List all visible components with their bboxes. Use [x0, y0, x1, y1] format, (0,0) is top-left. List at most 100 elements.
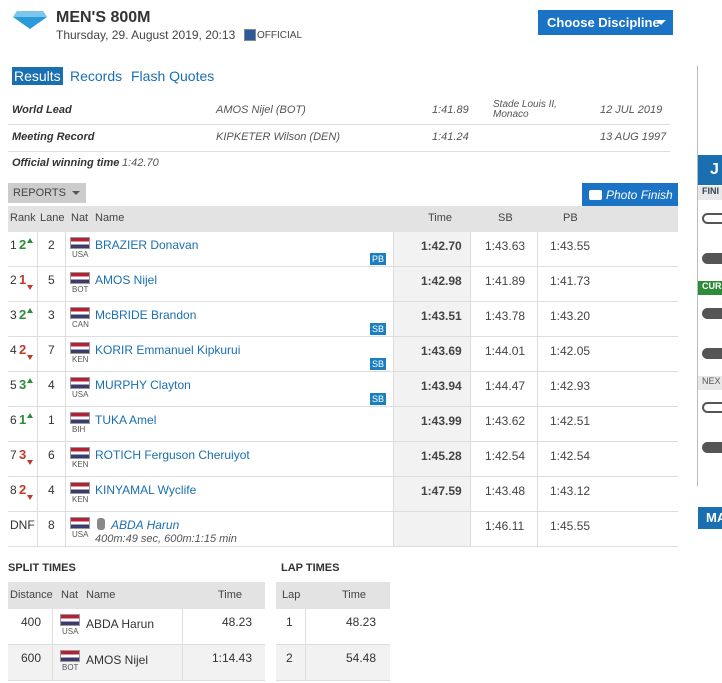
arrow-down [27, 460, 33, 468]
reports-button[interactable]: REPORTS [8, 183, 86, 203]
tab-active[interactable]: Results [12, 67, 63, 85]
dropdown-caret [656, 20, 666, 30]
toggle[interactable] [702, 348, 722, 359]
column-divider [393, 407, 394, 442]
column-header: Name [95, 212, 125, 224]
time: 1:43.51 [421, 309, 462, 323]
column-divider [37, 337, 38, 372]
rank: 5 [10, 378, 17, 392]
athlete-name[interactable]: BRAZIER Donavan [95, 238, 199, 252]
athlete-name[interactable]: ABDA Harun [111, 518, 180, 532]
sb: 1:42.54 [485, 449, 526, 463]
rank: 2 [10, 273, 17, 287]
reports-text: REPORTS [13, 187, 66, 199]
tab[interactable]: Flash Quotes [131, 68, 215, 84]
column-divider [537, 337, 538, 372]
record-athlete: KIPKETER Wilson (DEN) [216, 131, 340, 143]
flag [60, 614, 80, 626]
toggle[interactable] [702, 308, 722, 319]
record-badge: SB [370, 358, 387, 370]
pb: 1:43.20 [550, 309, 591, 323]
column-header: Nat [61, 589, 79, 601]
rank: 8 [10, 483, 17, 497]
split-header [8, 582, 265, 609]
lap-row-bg [276, 609, 390, 645]
flag [70, 447, 90, 459]
pb: 1:43.12 [550, 484, 591, 498]
rank-change: 3 [19, 377, 27, 392]
tab[interactable]: Records [70, 68, 123, 84]
toggle[interactable] [702, 442, 722, 453]
column-divider [65, 372, 66, 407]
column-divider [37, 232, 38, 267]
lap: 2 [286, 651, 293, 665]
nat: USA [72, 250, 89, 259]
athlete-name[interactable]: McBRIDE Brandon [95, 308, 197, 322]
sidebar-bottom-heading: MA [698, 507, 722, 529]
time: 1:42.70 [421, 239, 462, 253]
row-separator [276, 680, 390, 681]
sb: 1:43.78 [485, 309, 526, 323]
arrow-down [27, 495, 33, 503]
flag [70, 237, 90, 249]
athlete-name: AMOS Nijel [86, 653, 149, 667]
lap-row-bg [276, 645, 390, 681]
lane: 1 [48, 413, 55, 427]
column-divider [65, 337, 66, 372]
discipline-button[interactable]: Choose Discipline [538, 10, 673, 35]
column-divider [393, 232, 394, 267]
split-title: SPLIT TIMES [8, 562, 76, 574]
toggle[interactable] [702, 213, 722, 224]
column-header: Lane [40, 212, 65, 224]
lap: 1 [286, 615, 293, 629]
column-header: Distance [10, 589, 53, 601]
distance: 400 [21, 615, 42, 629]
pb: 1:42.51 [550, 414, 591, 428]
row-separator [8, 644, 265, 645]
row-separator [8, 441, 678, 442]
lap-time: 54.48 [345, 651, 376, 665]
sidebar-heading: J [698, 155, 722, 185]
flag [60, 650, 80, 662]
time-cell-bg [393, 372, 470, 407]
record-badge: PB [370, 253, 387, 265]
athlete-name[interactable]: KINYAMAL Wyclife [95, 483, 197, 497]
official-icon [244, 29, 256, 41]
toggle[interactable] [702, 402, 722, 413]
athlete-name[interactable]: AMOS Nijel [95, 273, 158, 287]
column-divider [470, 372, 471, 407]
nat: USA [72, 390, 89, 399]
split-time: 48.23 [221, 615, 252, 629]
column-divider [65, 407, 66, 442]
column-divider [470, 302, 471, 337]
athlete-name[interactable]: MURPHY Clayton [95, 378, 191, 392]
athlete-name[interactable]: TUKA Amel [95, 413, 157, 427]
lane: 6 [48, 448, 55, 462]
time-cell-bg [393, 512, 470, 547]
athlete-name[interactable]: KORIR Emmanuel Kipkurui [95, 343, 241, 357]
athlete-name[interactable]: ROTICH Ferguson Cheruiyot [95, 448, 250, 462]
record-time: 1:41.89 [432, 104, 469, 116]
toggle[interactable] [702, 253, 722, 264]
nat: USA [72, 530, 89, 539]
time: 1:47.59 [421, 484, 462, 498]
column-divider [37, 442, 38, 477]
column-divider [65, 512, 66, 547]
sb: 1:43.63 [485, 239, 526, 253]
lap-title: LAP TIMES [281, 562, 340, 574]
lane: 4 [48, 483, 55, 497]
column-divider [37, 302, 38, 337]
time: 1:45.28 [421, 449, 462, 463]
rank: 7 [10, 448, 17, 462]
time-cell-bg [393, 267, 470, 302]
flag [70, 272, 90, 284]
row-separator [8, 476, 678, 477]
rank-change: 1 [19, 412, 27, 427]
pb: 1:42.93 [550, 379, 591, 393]
lane: 2 [48, 238, 55, 252]
sidebar-border [697, 66, 698, 486]
column-divider [182, 645, 183, 681]
column-divider [470, 512, 471, 547]
lap-time: 48.23 [345, 615, 376, 629]
photo-finish-button[interactable]: Photo Finish [582, 183, 678, 207]
